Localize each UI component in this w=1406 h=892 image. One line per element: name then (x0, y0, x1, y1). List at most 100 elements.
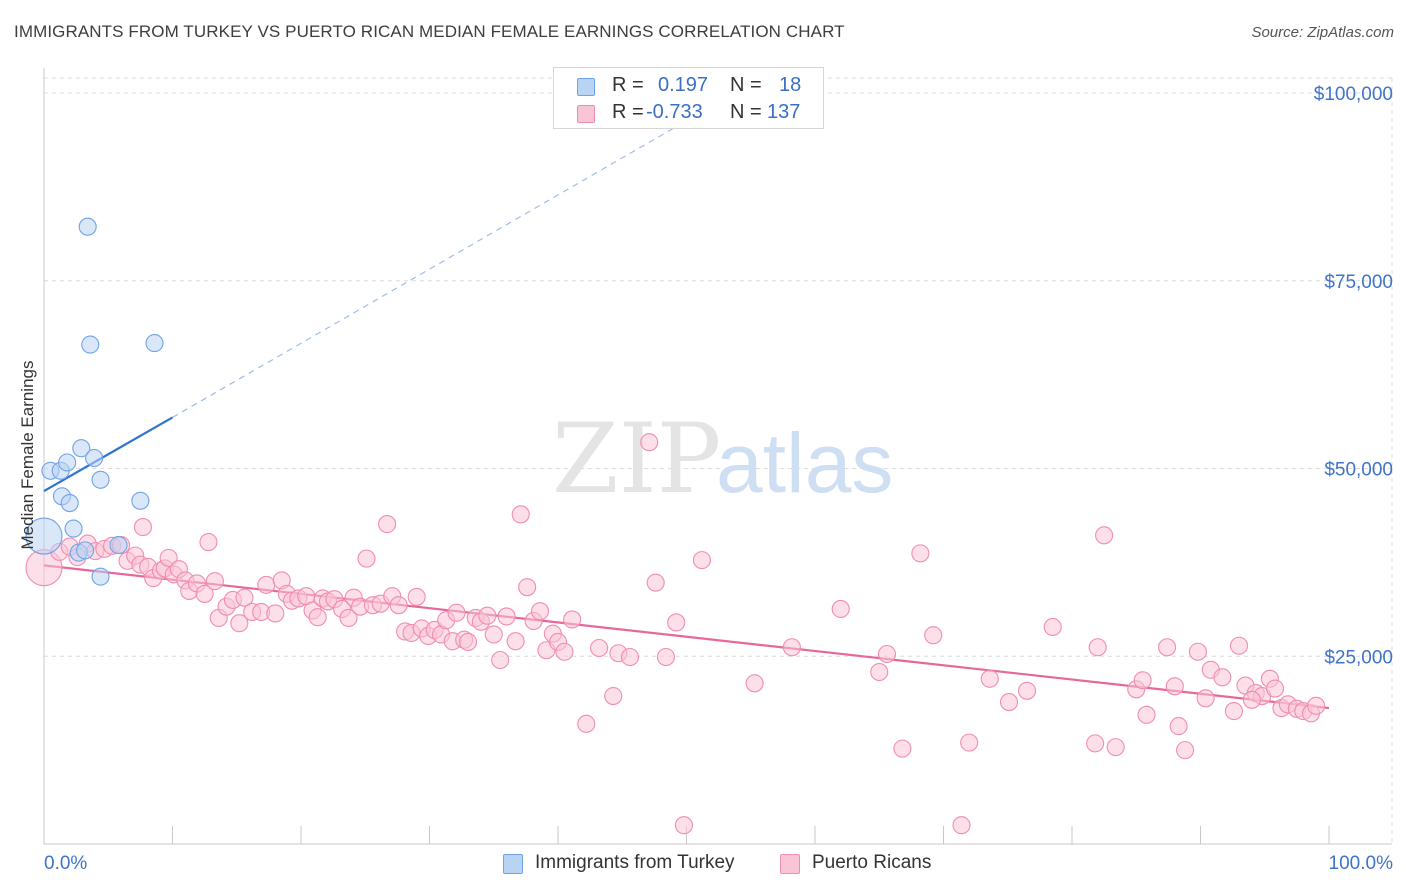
point-puerto-rican (491, 650, 510, 670)
watermark-atlas: atlas (716, 416, 893, 510)
legend-r-value: 0.197 (658, 74, 709, 96)
point-turkey (109, 536, 128, 555)
watermark-zip: ZIP (552, 403, 721, 515)
point-puerto-rican (1188, 642, 1207, 661)
point-turkey (91, 470, 110, 489)
y-tick-label: $50,000 (1324, 460, 1393, 481)
point-puerto-rican (1133, 671, 1152, 690)
legend-n-value: 137 (767, 101, 801, 123)
point-puerto-rican (1230, 636, 1249, 655)
point-turkey (85, 448, 104, 468)
point-turkey (58, 453, 77, 472)
trend-line-turkey-extrapolated (172, 120, 687, 418)
point-puerto-rican (530, 602, 550, 621)
bottom-legend-label-puerto-rican: Puerto Ricans (812, 852, 932, 873)
legend-n-value: 18 (779, 74, 802, 96)
point-puerto-rican (604, 687, 623, 706)
point-puerto-rican (497, 607, 516, 626)
watermark: ZIP atlas (552, 403, 893, 515)
point-puerto-rican (266, 604, 285, 623)
point-puerto-rican (1242, 690, 1261, 709)
point-puerto-rican (308, 608, 327, 627)
legend-n-label: N = (730, 101, 762, 123)
point-puerto-rican (506, 632, 525, 651)
point-puerto-rican (447, 603, 466, 622)
point-puerto-rican (133, 518, 152, 537)
point-puerto-rican (1086, 734, 1105, 753)
point-puerto-rican (656, 647, 675, 667)
y-axis-label: Median Female Earnings (18, 360, 37, 550)
point-puerto-rican (357, 549, 376, 568)
point-puerto-rican (378, 515, 397, 534)
point-puerto-rican (563, 610, 582, 629)
point-puerto-rican (518, 578, 537, 597)
point-puerto-rican (159, 548, 178, 567)
legend-r-value: -0.733 (646, 101, 703, 123)
point-puerto-rican (230, 614, 249, 633)
point-puerto-rican (1213, 668, 1232, 687)
trend-line-turkey (43, 416, 174, 492)
point-puerto-rican (1095, 526, 1114, 545)
legend-swatch-turkey (577, 78, 595, 96)
point-puerto-rican (1043, 617, 1062, 637)
y-tick-label: $25,000 (1324, 647, 1393, 668)
point-puerto-rican (205, 572, 224, 591)
point-puerto-rican (745, 674, 764, 693)
legend-swatch-puerto-rican (577, 105, 595, 123)
y-tick-label: $75,000 (1324, 272, 1393, 293)
point-puerto-rican (1307, 696, 1326, 715)
point-puerto-rican (692, 551, 711, 570)
point-puerto-rican (458, 632, 478, 652)
point-puerto-rican (478, 606, 497, 625)
point-turkey (78, 217, 97, 236)
point-puerto-rican (389, 596, 408, 615)
point-puerto-rican (674, 816, 693, 835)
point-turkey (60, 494, 79, 513)
point-puerto-rican (407, 587, 426, 606)
point-puerto-rican (620, 647, 640, 667)
bottom-legend-swatch-puerto-rican (780, 854, 800, 874)
point-puerto-rican (640, 433, 659, 452)
point-puerto-rican (999, 693, 1019, 712)
point-turkey (64, 519, 83, 538)
point-puerto-rican (911, 544, 930, 563)
x-tick-label-min: 0.0% (44, 853, 87, 874)
chart-title: IMMIGRANTS FROM TURKEY VS PUERTO RICAN M… (14, 22, 845, 41)
point-turkey (76, 541, 95, 560)
point-turkey (72, 439, 91, 458)
point-puerto-rican (339, 608, 358, 628)
point-puerto-rican (980, 669, 999, 688)
point-puerto-rican (1106, 738, 1125, 757)
y-tick-label: $100,000 (1314, 84, 1393, 105)
point-puerto-rican (1088, 638, 1107, 657)
point-puerto-rican (924, 626, 943, 645)
point-puerto-rican (667, 613, 686, 632)
point-puerto-rican (199, 533, 218, 552)
point-puerto-rican (646, 573, 665, 592)
point-puerto-rican (893, 739, 912, 758)
point-puerto-rican (870, 662, 889, 682)
point-puerto-rican (1137, 705, 1156, 724)
point-puerto-rican (590, 638, 609, 658)
point-turkey (25, 517, 63, 555)
bottom-legend-label-turkey: Immigrants from Turkey (535, 852, 735, 873)
legend-r-label: R = (612, 101, 644, 123)
point-puerto-rican (235, 588, 254, 607)
point-puerto-rican (1158, 638, 1177, 657)
point-puerto-rican (877, 644, 897, 664)
point-puerto-rican (1176, 741, 1195, 760)
point-turkey (91, 567, 110, 586)
point-puerto-rican (195, 584, 214, 603)
point-puerto-rican (555, 642, 574, 661)
point-puerto-rican (1265, 679, 1285, 698)
point-puerto-rican (782, 638, 801, 657)
legend-r-label: R = (612, 74, 644, 96)
correlation-legend: R = 0.197 N = 18 R = -0.733 N = 137 (553, 67, 824, 129)
point-puerto-rican (257, 575, 276, 594)
point-puerto-rican (511, 505, 530, 524)
point-puerto-rican (1196, 689, 1215, 708)
point-puerto-rican (1169, 717, 1188, 736)
x-tick-label-max: 100.0% (1329, 853, 1394, 874)
source-label: Source: ZipAtlas.com (1251, 24, 1394, 41)
